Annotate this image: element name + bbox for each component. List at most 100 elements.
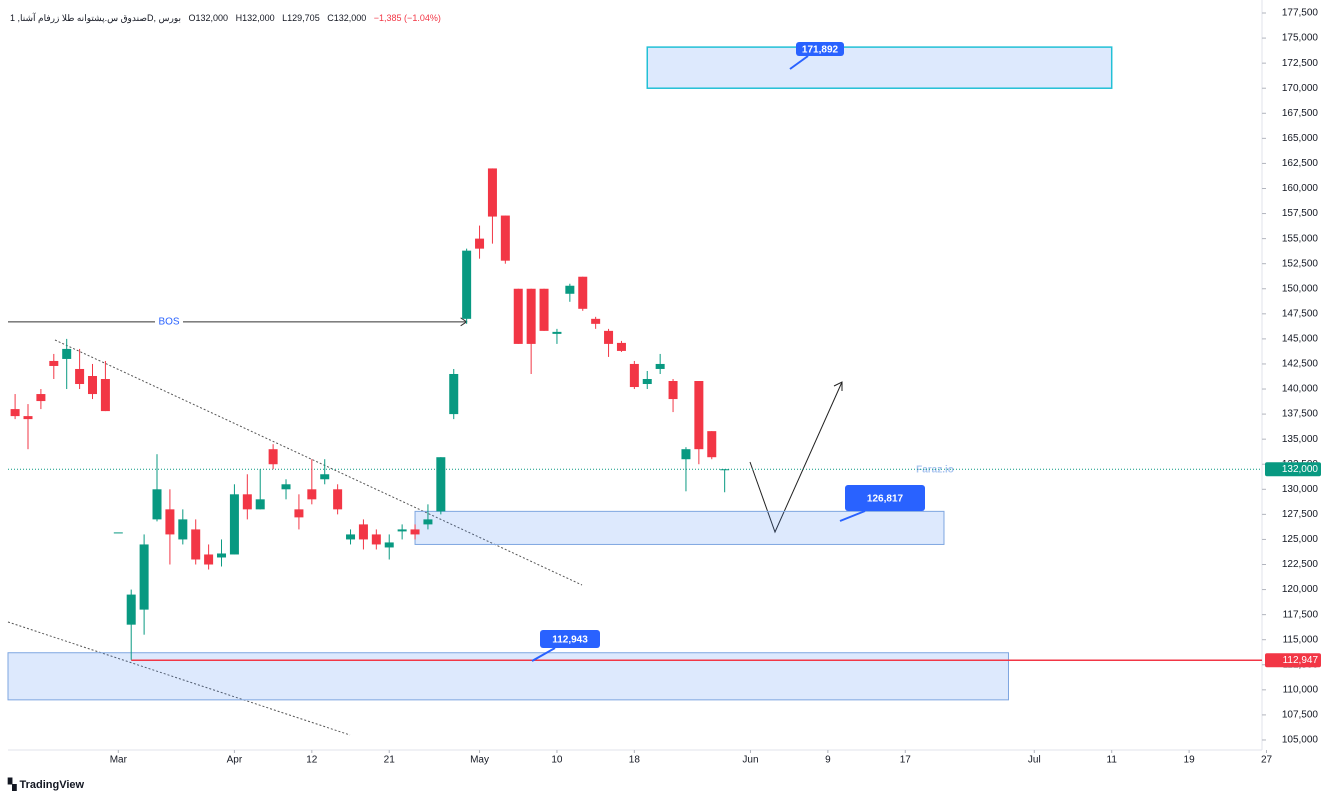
candle-body [487,168,497,217]
close: C132,000 [327,13,367,23]
candle-body [10,409,20,417]
x-tick-label: Mar [110,755,128,766]
candle-body [36,394,46,402]
candle-body [320,474,330,480]
x-tick-label: 21 [384,755,396,766]
y-tick-label: 115,000 [1283,634,1319,645]
candle-body [552,331,562,334]
candle-body [410,529,420,535]
y-tick-label: 167,500 [1282,108,1319,119]
open: O132,000 [188,13,229,23]
candle-body [642,379,652,385]
candle-body [217,553,227,558]
y-tick-label: 130,000 [1282,484,1319,495]
y-tick-label: 145,000 [1282,334,1319,345]
y-tick-label: 150,000 [1282,283,1319,294]
symbol: صندوق س.پشتوانه طلا زرفام آشنا, 1D, بورس [10,13,182,23]
candle-body [694,381,704,450]
candle-body [720,469,730,471]
change: −1,385 (−1.04%) [373,13,441,23]
footer: ▚ TradingView [8,779,85,791]
y-tick-label: 122,500 [1282,559,1319,570]
candle-body [475,238,485,249]
candle-body [152,489,162,520]
x-tick-label: 10 [551,755,563,766]
candle-body [88,375,98,395]
bos-bg [155,314,183,329]
candle-body [126,594,136,625]
candle-body [242,494,252,510]
candle-body [629,363,639,388]
candle-body [462,250,472,319]
zone-tag-label: 112,943 [552,635,588,646]
x-tick-label: 9 [825,755,831,766]
x-tick-label: Jul [1028,755,1041,766]
x-tick-label: 11 [1107,755,1118,766]
low: L129,705 [282,13,320,23]
zone [414,510,945,545]
candle-body [707,431,717,458]
candle-body [281,484,291,490]
y-tick-label: 147,500 [1282,308,1319,319]
candle-body [565,285,575,294]
candle-body [229,494,239,555]
candle-body [346,534,356,540]
candle-body [268,449,278,465]
candle-body [578,276,588,309]
y-tick-label: 155,000 [1282,233,1319,244]
candle-body [449,373,459,415]
y-tick-label: 152,500 [1282,258,1319,269]
x-tick-label: Apr [227,755,243,766]
candle-body [526,288,536,344]
candle-body [423,519,433,525]
candle-body [255,499,265,510]
candle-body [307,489,317,500]
candle-body [513,288,523,344]
candle-body [591,318,601,324]
projection-arrowhead [833,381,843,391]
zone-tag-label: 171,892 [802,45,839,56]
price-tag [1265,653,1321,668]
y-tick-label: 110,000 [1283,684,1319,695]
y-tick-label: 125,000 [1282,534,1319,545]
candle-body [100,379,110,412]
trend-line [7,621,351,736]
candle-body [165,509,175,535]
candle-body [333,489,343,510]
candle-body [384,542,394,548]
candle-body [604,330,614,344]
y-tick-label: 175,000 [1282,33,1319,44]
price-tag-label: 112,947 [1283,655,1319,666]
tag-pointer [531,647,556,662]
y-tick-label: 165,000 [1282,133,1319,144]
watermark: Faraz.io [916,465,954,476]
zone [646,46,1113,89]
x-tick-label: 17 [900,755,912,766]
y-tick-label: 117,500 [1283,609,1319,620]
y-tick-label: 162,500 [1282,158,1319,169]
candle-body [655,363,665,369]
candle-body [113,532,123,534]
zone-tag [845,485,925,511]
candle-body [178,519,188,540]
candle-body [191,529,201,560]
candle-body [397,529,407,532]
candle-body [358,524,368,540]
candle-body [294,509,304,518]
y-tick-label: 140,000 [1282,384,1319,395]
y-tick-label: 120,000 [1282,584,1319,595]
candle-body [204,554,214,565]
tag-pointer [839,510,866,522]
y-tick-label: 160,000 [1282,183,1319,194]
y-tick-label: 137,500 [1282,409,1319,420]
x-tick-label: Jun [742,755,758,766]
tag-pointer [789,55,809,70]
trend-line [54,339,583,586]
candle-body [616,342,626,351]
x-tick-label: 19 [1184,755,1196,766]
candle-body [62,348,72,359]
y-tick-label: 135,000 [1282,434,1319,445]
y-tick-label: 177,500 [1282,8,1319,19]
